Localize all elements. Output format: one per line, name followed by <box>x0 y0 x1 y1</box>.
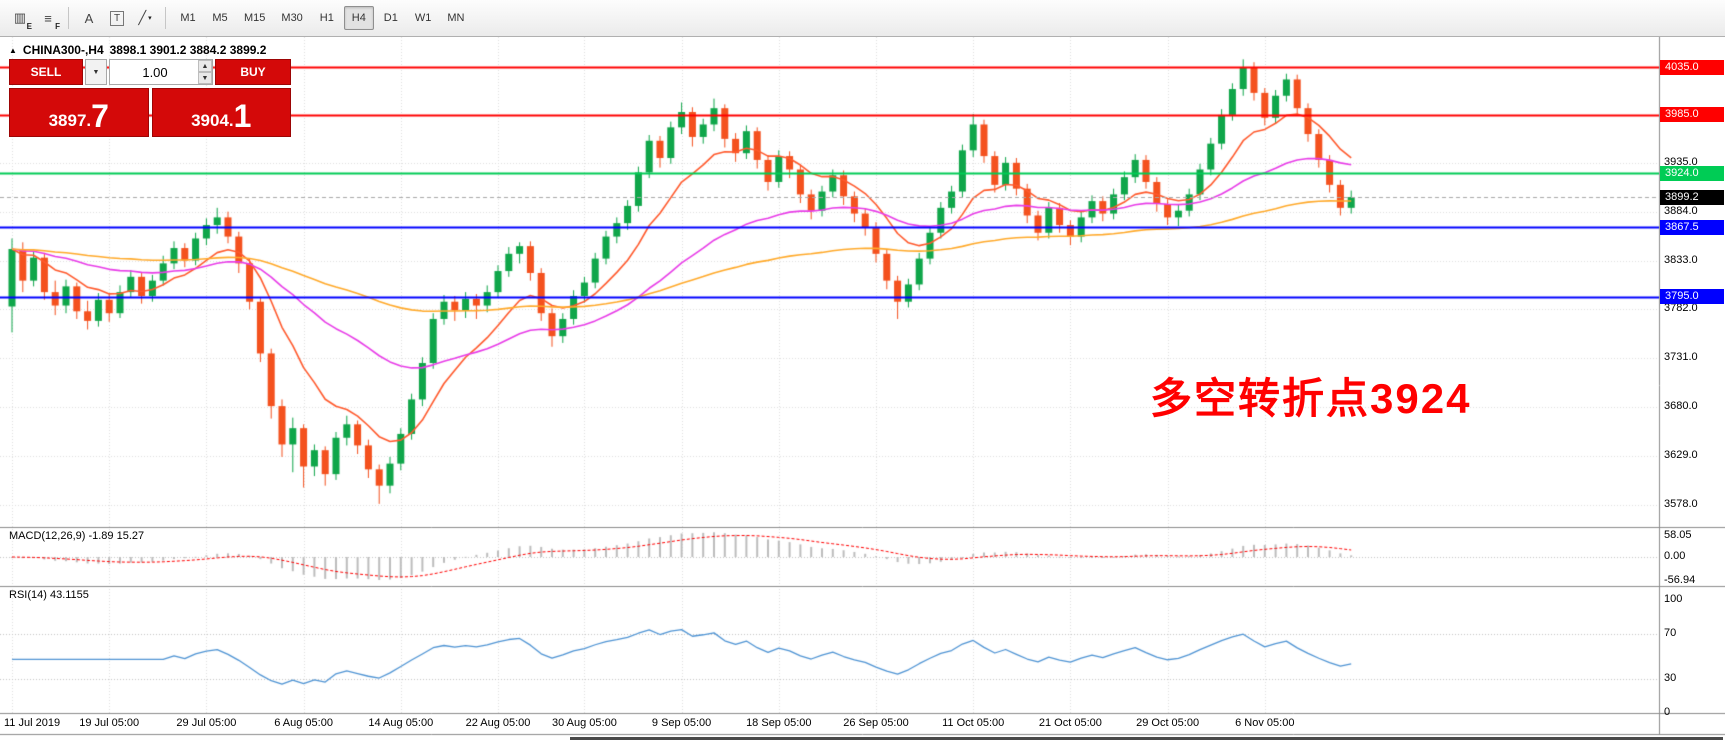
time-axis-label: 6 Nov 05:00 <box>1235 717 1295 729</box>
time-axis-label: 6 Aug 05:00 <box>274 717 333 729</box>
price-axis-label: 3935.0 <box>1664 155 1698 168</box>
expert-advisor-icon[interactable]: ▥ E <box>7 5 33 31</box>
price-level-badge: 3924.0 <box>1660 165 1724 181</box>
price-axis-label: 3884.0 <box>1664 204 1698 217</box>
symbol-header: ▲ CHINA300-,H4 3898.1 3901.2 3884.2 3899… <box>9 43 266 57</box>
volume-increase-button[interactable]: ▲ <box>198 60 212 72</box>
timeframe-w1[interactable]: W1 <box>408 6 439 30</box>
buy-price-button[interactable]: 3904. 1 <box>151 88 291 137</box>
macd-axis-label: 58.05 <box>1664 529 1692 541</box>
timeframe-d1[interactable]: D1 <box>376 6 406 30</box>
time-axis-label: 29 Jul 05:00 <box>176 717 237 729</box>
time-axis-label: 11 Jul 2019 <box>4 717 61 729</box>
time-axis-label: 30 Aug 05:00 <box>551 717 617 729</box>
price-level-badge: 3899.2 <box>1660 189 1724 205</box>
time-axis-label: 14 Aug 05:00 <box>368 717 434 729</box>
rsi-axis-label: 30 <box>1664 671 1677 684</box>
trendline-tool-icon[interactable]: ╱ ▾ <box>132 5 158 31</box>
timeframe-h4[interactable]: H4 <box>343 6 374 30</box>
text-box-icon[interactable]: T <box>104 5 130 31</box>
sell-price-big-digit: 7 <box>91 98 109 134</box>
price-axis-label: 3731.0 <box>1664 351 1698 364</box>
macd-axis-label: 0.00 <box>1664 550 1686 562</box>
buy-price: 3904. <box>191 111 234 130</box>
sell-price-button[interactable]: 3897. 7 <box>9 88 149 137</box>
price-level-badge: 3985.0 <box>1660 107 1724 123</box>
buy-price-big-digit: 1 <box>233 98 252 134</box>
timeframe-m5[interactable]: M5 <box>205 6 235 30</box>
one-click-trading-panel: SELL ▼ ▲ ▼ BUY 3897.7 3904.1 <box>9 59 291 137</box>
ohlc-readout: 3898.1 3901.2 3884.2 3899.2 <box>109 43 267 57</box>
price-level-badge: 3867.5 <box>1660 219 1724 235</box>
buy-button[interactable]: BUY <box>215 59 291 85</box>
timeframe-m1[interactable]: M1 <box>173 6 203 30</box>
volume-box: ▲ ▼ <box>109 59 213 85</box>
chart-annotation: 多空转折点3924 <box>1150 375 1472 422</box>
volume-dropdown-button[interactable]: ▼ <box>85 59 107 85</box>
rsi-axis-label: 70 <box>1664 626 1677 639</box>
toolbar-separator <box>68 7 69 29</box>
timeframe-h1[interactable]: H1 <box>312 6 342 30</box>
time-axis-label: 18 Sep 05:00 <box>746 717 812 729</box>
price-axis-label: 3782.0 <box>1664 302 1698 315</box>
dropdown-caret-icon: ▼ <box>92 68 100 76</box>
volume-spinners: ▲ ▼ <box>198 60 212 84</box>
time-axis-label: 29 Oct 05:00 <box>1136 717 1200 729</box>
sell-button[interactable]: SELL <box>9 59 83 85</box>
chart-toolbar: ▥ E ≡ F A T ╱ ▾ M1 M5 M15 M30 H1 H4 D1 W1 MN <box>0 0 1725 37</box>
toolbar-separator <box>165 7 166 29</box>
sell-price: 3897. <box>48 111 92 130</box>
rsi-axis-label: 0 <box>1664 705 1671 718</box>
symbol-timeframe-label: CHINA300-,H4 <box>22 43 104 57</box>
volume-input[interactable] <box>110 60 212 84</box>
scrollbar-thumb[interactable] <box>570 737 1723 740</box>
time-axis-label: 26 Sep 05:00 <box>843 717 909 729</box>
trade-panel-collapse-icon[interactable]: ▲ <box>9 45 17 55</box>
volume-decrease-button[interactable]: ▼ <box>198 72 212 84</box>
price-level-badge: 3795.0 <box>1660 289 1724 305</box>
time-axis-label: 9 Sep 05:00 <box>651 717 712 729</box>
time-axis-label: 22 Aug 05:00 <box>465 717 531 729</box>
text-label-icon[interactable]: A <box>76 5 102 31</box>
price-level-badge: 4035.0 <box>1660 59 1724 75</box>
rsi-axis-label: 100 <box>1664 593 1683 605</box>
horizontal-scrollbar[interactable] <box>0 734 1725 742</box>
price-chart-canvas[interactable] <box>0 37 1725 742</box>
chart-area: ▲ CHINA300-,H4 3898.1 3901.2 3884.2 3899… <box>0 37 1725 742</box>
time-axis-label: 19 Jul 05:00 <box>79 717 140 729</box>
indicators-icon[interactable]: ≡ F <box>35 5 61 32</box>
price-axis-label: 3578.0 <box>1664 497 1698 510</box>
price-axis-label: 3629.0 <box>1664 448 1698 461</box>
timeframe-mn[interactable]: MN <box>440 6 471 30</box>
price-axis-label: 3833.0 <box>1664 253 1698 266</box>
time-axis-label: 11 Oct 05:00 <box>942 717 1005 729</box>
rsi-indicator-label: RSI(14) 43.1155 <box>9 589 89 601</box>
macd-axis-label: -56.94 <box>1664 573 1696 586</box>
macd-indicator-label: MACD(12,26,9) -1.89 15.27 <box>9 530 145 542</box>
price-axis-label: 3680.0 <box>1664 400 1698 413</box>
timeframe-m15[interactable]: M15 <box>237 6 272 30</box>
timeframe-m30[interactable]: M30 <box>274 6 309 30</box>
time-axis-label: 21 Oct 05:00 <box>1038 717 1102 729</box>
